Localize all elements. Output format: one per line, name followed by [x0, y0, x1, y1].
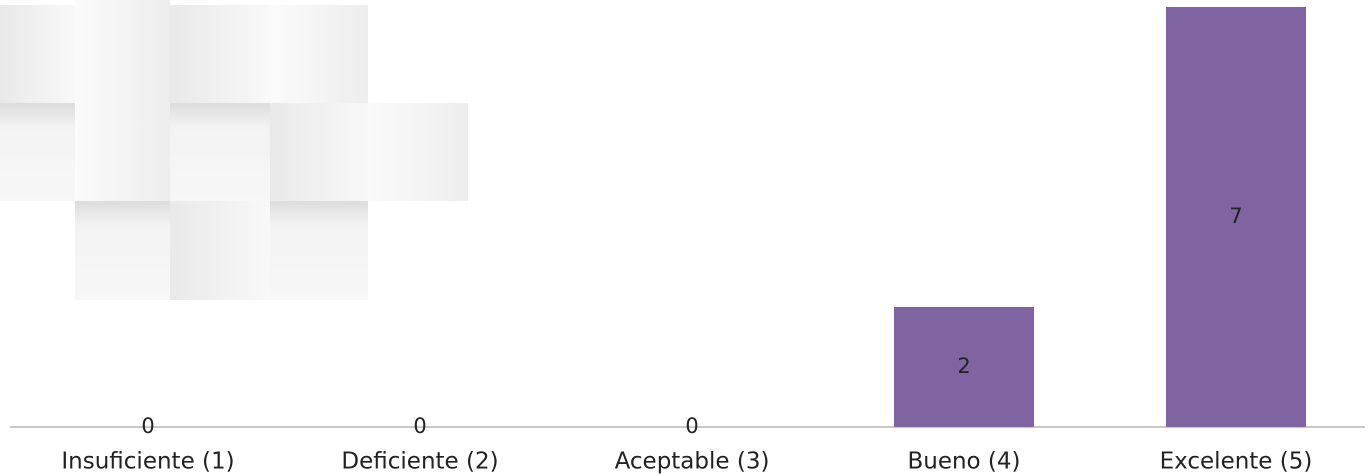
data-label: 0 [141, 414, 154, 438]
background-decoration [0, 0, 468, 300]
x-tick-label: Deficiente (2) [341, 449, 498, 475]
data-label: 2 [957, 354, 970, 378]
data-label: 7 [1229, 204, 1242, 228]
bar [1166, 7, 1306, 427]
x-tick-label: Excelente (5) [1160, 449, 1313, 475]
x-tick-label: Insuficiente (1) [61, 449, 234, 475]
bar [894, 307, 1034, 427]
x-tick-label: Aceptable (3) [615, 449, 770, 475]
data-label: 0 [413, 414, 426, 438]
data-label: 0 [685, 414, 698, 438]
x-tick-label: Bueno (4) [907, 449, 1020, 475]
